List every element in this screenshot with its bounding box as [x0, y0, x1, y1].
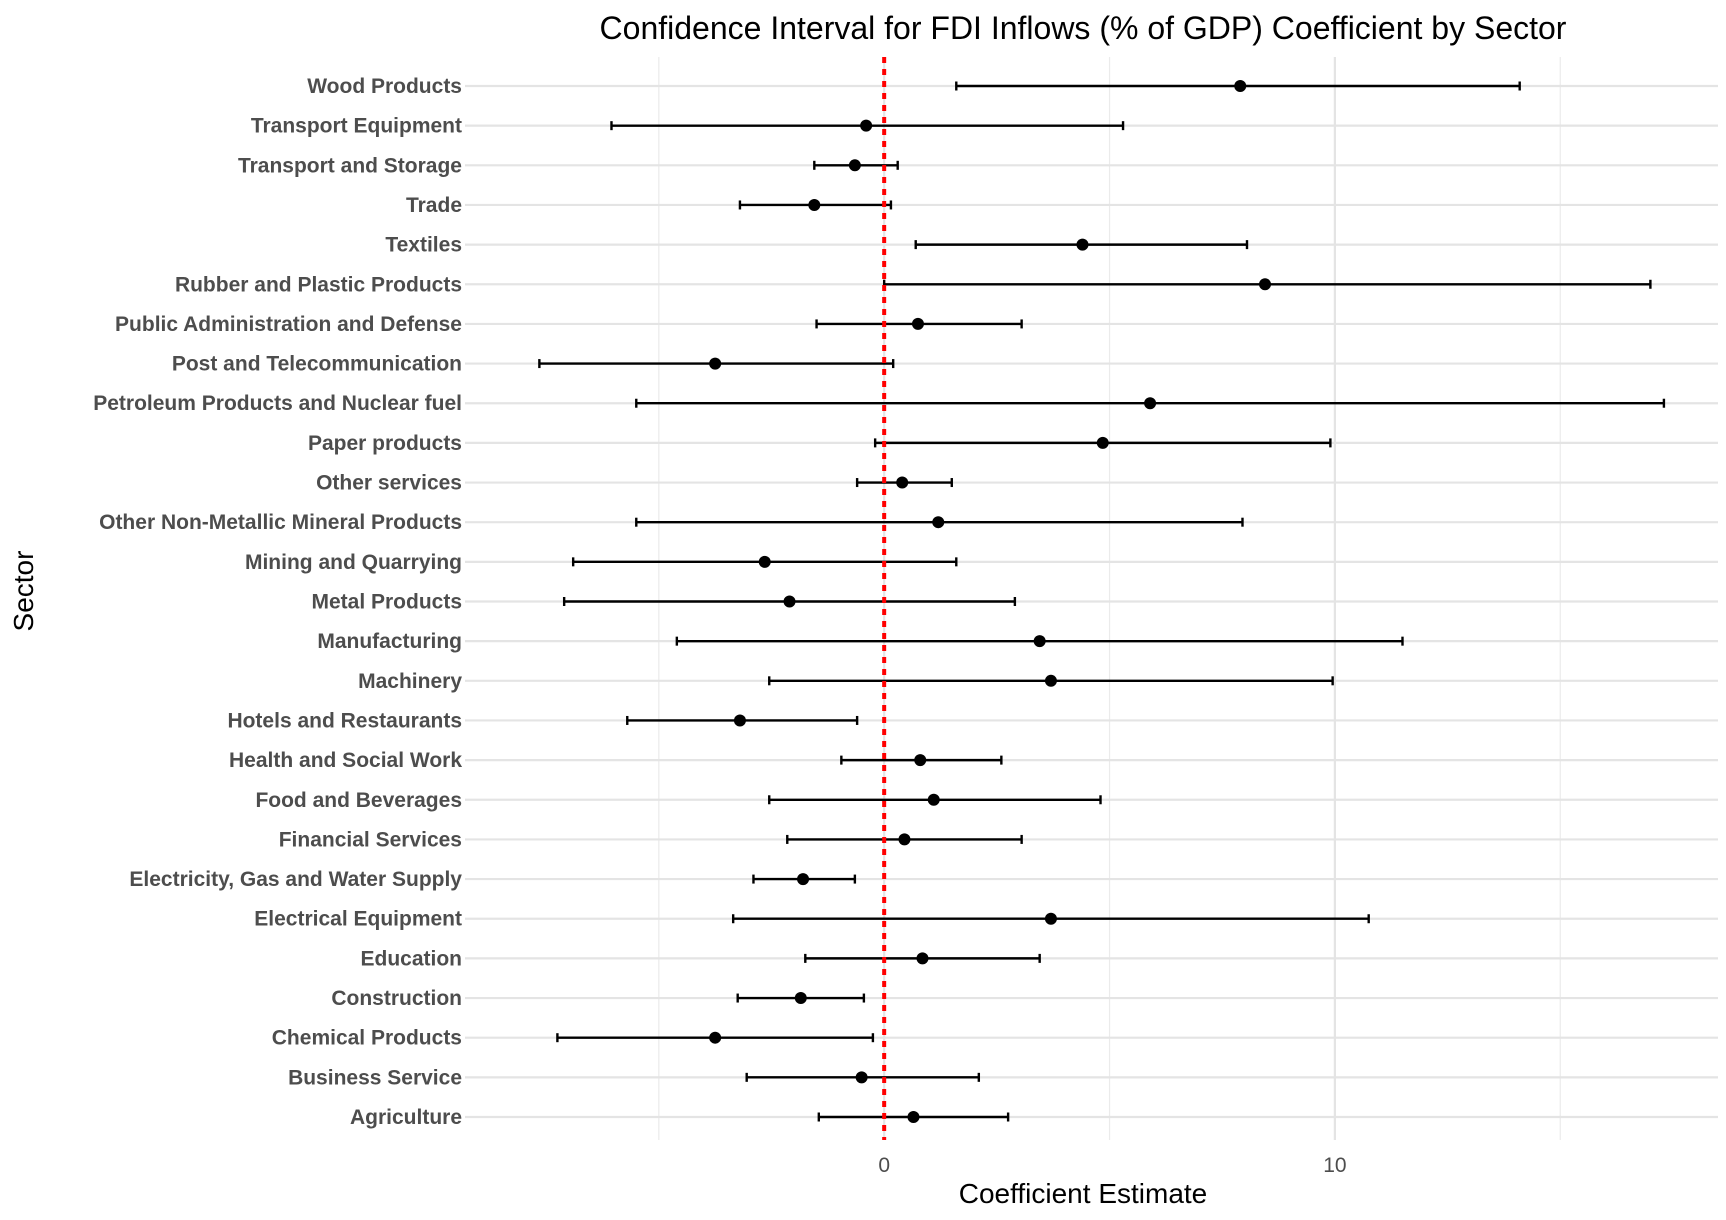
y-tick-label: Food and Beverages [255, 789, 462, 812]
y-tick-label: Petroleum Products and Nuclear fuel [93, 392, 462, 415]
y-tick-label: Textiles [385, 234, 462, 257]
y-tick-label: Rubber and Plastic Products [175, 273, 462, 296]
y-tick-label: Health and Social Work [229, 749, 462, 772]
estimate-point [733, 714, 746, 727]
y-tick-label: Trade [406, 194, 462, 217]
estimate-point [848, 159, 861, 172]
x-axis-title: Coefficient Estimate [959, 1178, 1208, 1209]
estimate-point [808, 198, 821, 211]
y-tick-label: Transport Equipment [251, 115, 462, 138]
estimate-point [709, 357, 722, 370]
estimate-point [911, 317, 924, 330]
estimate-points [709, 80, 1272, 1123]
y-tick-label: Electricity, Gas and Water Supply [129, 868, 462, 891]
estimate-point [1033, 635, 1046, 648]
x-tick-label: 10 [1323, 1154, 1346, 1177]
y-tick-label: Paper products [308, 432, 462, 455]
y-tick-label: Chemical Products [272, 1027, 462, 1050]
y-tick-label: Other services [316, 472, 462, 495]
y-tick-label: Construction [331, 987, 462, 1010]
estimate-point [1096, 436, 1109, 449]
y-tick-label: Hotels and Restaurants [227, 709, 462, 732]
estimate-point [860, 119, 873, 132]
estimate-point [932, 516, 945, 529]
estimate-point [855, 1071, 868, 1084]
y-tick-label: Education [360, 947, 462, 970]
y-tick-label: Agriculture [350, 1106, 462, 1129]
y-tick-label: Business Service [288, 1066, 462, 1089]
y-tick-label: Transport and Storage [238, 154, 462, 177]
estimate-point [783, 595, 796, 608]
y-tick-label: Other Non-Metallic Mineral Products [99, 511, 462, 534]
estimate-point [1044, 674, 1057, 687]
y-tick-label: Electrical Equipment [254, 908, 462, 931]
y-tick-label: Public Administration and Defense [115, 313, 462, 336]
estimate-point [907, 1111, 920, 1123]
y-tick-labels: Agriculture Business Service Chemical Prod… [93, 75, 462, 1129]
estimate-point [916, 952, 929, 965]
y-tick-label: Post and Telecommunication [172, 353, 462, 376]
y-tick-label: Mining and Quarrying [245, 551, 462, 574]
estimate-point [898, 833, 911, 846]
estimate-point [896, 476, 909, 489]
estimate-point [1234, 80, 1247, 92]
minor-gridlines [658, 57, 1561, 1140]
estimate-point [1044, 912, 1057, 925]
y-tick-label: Metal Products [311, 591, 462, 614]
y-tick-label: Wood Products [307, 75, 462, 98]
estimate-point [758, 555, 771, 568]
estimate-point [1259, 278, 1272, 291]
estimate-point [1076, 238, 1089, 251]
y-axis-title: Sector [8, 551, 39, 632]
estimate-point [794, 992, 807, 1005]
estimate-point [927, 793, 940, 806]
estimate-point [914, 754, 927, 767]
y-tick-label: Financial Services [279, 828, 462, 851]
x-tick-labels: 0 10 [878, 1154, 1346, 1177]
y-tick-label: Manufacturing [317, 630, 462, 653]
estimate-point [709, 1031, 722, 1044]
estimate-point [1144, 397, 1157, 410]
x-tick-label: 0 [878, 1154, 890, 1177]
y-tick-label: Machinery [358, 670, 462, 693]
estimate-point [797, 873, 810, 886]
chart-title: Confidence Interval for FDI Inflows (% o… [600, 10, 1567, 46]
